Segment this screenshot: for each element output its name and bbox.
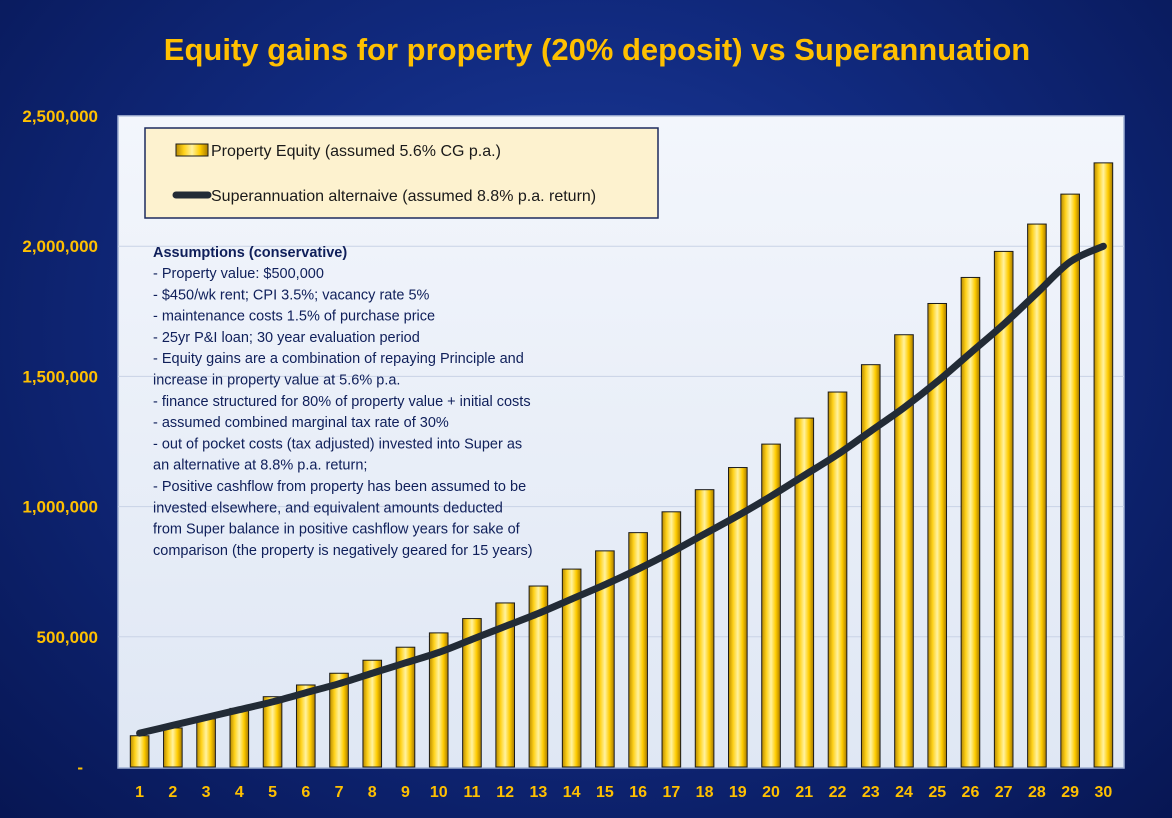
x-tick-label: 29 xyxy=(1061,784,1079,801)
assumption-line: - 25yr P&I loan; 30 year evaluation peri… xyxy=(153,330,420,346)
x-tick-label: 26 xyxy=(962,784,980,801)
x-tick-label: 3 xyxy=(202,784,211,801)
y-axis-ticks: - 500,000 1,000,000 1,500,000 2,000,000 2,500… xyxy=(22,107,98,777)
x-tick-label: 11 xyxy=(463,784,480,801)
bar xyxy=(661,511,682,768)
bar xyxy=(462,618,482,768)
assumptions-title: Assumptions (conservative) xyxy=(153,245,347,261)
bar xyxy=(362,659,383,768)
assumption-line: - $450/wk rent; CPI 3.5%; vacancy rate 5… xyxy=(153,287,430,303)
plot-area xyxy=(117,115,1125,769)
assumption-line: comparison (the property is negatively g… xyxy=(153,543,533,559)
assumption-line: - Positive cashflow from property has be… xyxy=(153,479,526,495)
x-tick-label: 17 xyxy=(662,784,680,801)
x-tick-label: 7 xyxy=(335,784,344,801)
chart-title: Equity gains for property (20% deposit) … xyxy=(164,32,1030,67)
assumption-line: an alternative at 8.8% p.a. return; xyxy=(153,458,367,474)
x-tick-label: 9 xyxy=(401,784,410,801)
x-tick-label: 1 xyxy=(135,784,144,801)
assumption-line: - assumed combined marginal tax rate of … xyxy=(153,415,449,431)
line-series-superannuation xyxy=(136,242,1107,737)
y-tick-label: 500,000 xyxy=(37,628,98,647)
x-axis-ticks: 1 2 3 4 5 6 7 8 9 10 11 12 13 14 15 16 17 18 19 20 21 22 23 24 2… xyxy=(135,784,1112,801)
x-tick-label: 22 xyxy=(829,784,847,801)
gridlines xyxy=(118,115,1124,638)
bar xyxy=(129,735,150,768)
x-tick-label: 30 xyxy=(1094,784,1112,801)
series-line xyxy=(136,242,1107,737)
assumption-line: - Property value: $500,000 xyxy=(153,266,324,282)
x-tick-label: 20 xyxy=(762,784,780,801)
bar xyxy=(628,532,648,768)
bar xyxy=(329,672,349,768)
y-tick-label: 1,000,000 xyxy=(22,498,98,517)
bar xyxy=(163,727,183,768)
assumption-line: - out of pocket costs (tax adjusted) inv… xyxy=(153,436,522,452)
assumption-line: - finance structured for 80% of property… xyxy=(153,394,531,410)
assumption-line: invested elsewhere, and equivalent amoun… xyxy=(153,500,503,516)
x-tick-label: 28 xyxy=(1028,784,1046,801)
bar xyxy=(1093,162,1114,768)
x-tick-label: 12 xyxy=(496,784,514,801)
bar xyxy=(528,585,549,768)
assumption-line: increase in property value at 5.6% p.a. xyxy=(153,373,400,389)
y-tick-label: 1,500,000 xyxy=(22,367,98,386)
bar xyxy=(728,467,748,768)
bar xyxy=(860,364,881,768)
x-tick-label: 15 xyxy=(596,784,614,801)
x-tick-label: 16 xyxy=(629,784,647,801)
bar xyxy=(495,602,515,768)
bar xyxy=(262,696,283,768)
assumption-line: - maintenance costs 1.5% of purchase pri… xyxy=(153,309,435,325)
x-tick-label: 24 xyxy=(895,784,913,801)
bar xyxy=(561,568,582,768)
x-tick-label: 8 xyxy=(368,784,377,801)
legend: Property Equity (assumed 5.6% CG p.a.) S… xyxy=(144,127,659,219)
assumptions-annotation: Assumptions (conservative) - Property va… xyxy=(153,245,533,559)
bar xyxy=(694,489,715,768)
x-tick-label: 23 xyxy=(862,784,880,801)
bar xyxy=(428,632,449,768)
bar xyxy=(993,250,1014,768)
legend-box xyxy=(144,127,659,219)
y-tick-label: 2,000,000 xyxy=(22,237,98,256)
legend-label-property-equity: Property Equity (assumed 5.6% CG p.a.) xyxy=(211,143,501,160)
legend-label-superannuation: Superannuation alternaive (assumed 8.8% … xyxy=(211,188,596,205)
x-tick-label: 14 xyxy=(563,784,581,801)
gold-bar-swatch-icon xyxy=(175,143,209,157)
bar xyxy=(395,646,416,768)
bar xyxy=(229,707,250,768)
bar xyxy=(1027,223,1047,768)
bar-series-property-equity xyxy=(129,162,1114,768)
y-tick-label: - xyxy=(77,758,83,777)
bar xyxy=(960,276,981,768)
bar xyxy=(295,684,316,768)
bar xyxy=(894,334,914,768)
x-tick-label: 21 xyxy=(795,784,813,801)
x-tick-label: 5 xyxy=(268,784,277,801)
x-tick-label: 18 xyxy=(696,784,714,801)
x-tick-label: 2 xyxy=(168,784,177,801)
x-tick-label: 25 xyxy=(928,784,946,801)
x-tick-label: 10 xyxy=(430,784,448,801)
x-tick-label: 13 xyxy=(530,784,548,801)
x-tick-label: 6 xyxy=(301,784,310,801)
x-tick-label: 4 xyxy=(235,784,244,801)
x-tick-label: 19 xyxy=(729,784,747,801)
bar xyxy=(827,391,848,768)
bar xyxy=(1060,193,1080,768)
assumption-line: from Super balance in positive cashflow … xyxy=(153,522,521,538)
y-tick-label: 2,500,000 xyxy=(22,107,98,126)
x-tick-label: 27 xyxy=(995,784,1013,801)
bar xyxy=(927,302,948,768)
bar xyxy=(761,443,781,768)
bar xyxy=(196,718,216,768)
bar xyxy=(794,417,815,768)
assumption-line: - Equity gains are a combination of repa… xyxy=(153,351,524,367)
bar xyxy=(595,550,615,768)
